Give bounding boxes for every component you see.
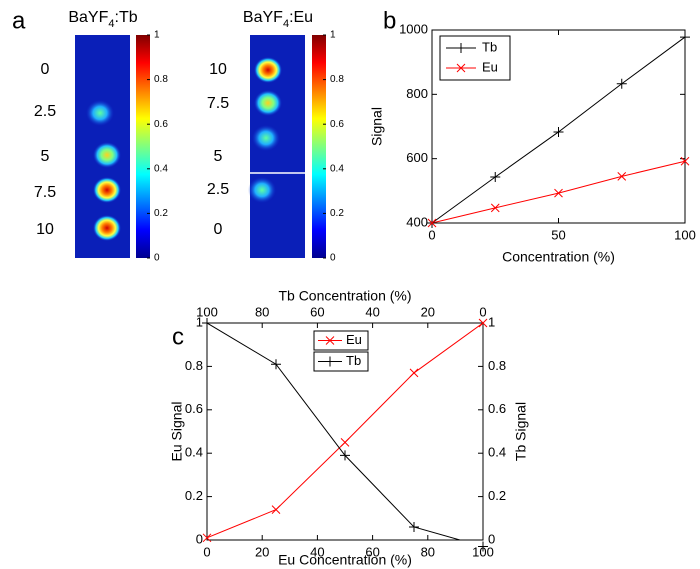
- legend-label: Tb: [346, 353, 361, 368]
- colorbar-tick-label: 0.6: [330, 119, 344, 130]
- spot: [248, 177, 276, 203]
- y-tick-label: 600: [406, 150, 428, 165]
- colorbar-tick-label: 0.8: [330, 74, 344, 85]
- y2-tick-label: 0.2: [488, 488, 506, 503]
- marker: [271, 359, 281, 369]
- y-tick-label: 400: [406, 214, 428, 229]
- legend-label: Tb: [482, 39, 497, 54]
- series-line: [432, 161, 685, 223]
- y-tick-label: 0.4: [185, 445, 203, 460]
- y2-tick-label: 0.4: [488, 445, 506, 460]
- colorbar: [312, 35, 326, 258]
- y2-tick-label: 0: [488, 531, 495, 546]
- colorbar-tick-label: 0.4: [154, 163, 168, 174]
- colorbar-tick-label: 0: [154, 253, 160, 264]
- image-title: BaYF4:Eu: [243, 9, 313, 30]
- row-label: 5: [41, 148, 50, 165]
- x-tick-label: 80: [421, 544, 435, 559]
- x-tick-label: 100: [674, 227, 696, 242]
- marker: [410, 369, 418, 377]
- y-tick-label: 0.6: [185, 401, 203, 416]
- colorbar-tick-label: 0.4: [330, 163, 344, 174]
- colorbar-tick-label: 1: [154, 30, 160, 41]
- x-tick-label: 0: [203, 544, 210, 559]
- x-tick-label: 0: [428, 227, 435, 242]
- colorbar-tick-label: 0.6: [154, 119, 168, 130]
- spot: [93, 142, 121, 168]
- row-label: 2.5: [207, 181, 229, 198]
- x2-tick-label: 60: [310, 304, 324, 319]
- x2-tick-label: 100: [196, 304, 218, 319]
- panel-label: b: [383, 7, 396, 34]
- colorbar: [136, 35, 150, 258]
- y2-tick-label: 0.6: [488, 401, 506, 416]
- panel-label: c: [172, 323, 184, 350]
- legend-label: Eu: [346, 332, 362, 347]
- colorbar-tick-label: 0.8: [154, 74, 168, 85]
- x2-axis-title: Tb Concentration (%): [278, 288, 411, 304]
- spot: [93, 215, 121, 241]
- legend-box: [440, 36, 510, 80]
- series-line: [207, 323, 483, 547]
- marker: [490, 172, 500, 182]
- spot: [252, 125, 280, 151]
- marker: [555, 189, 563, 197]
- legend-marker: [325, 357, 335, 367]
- plot-area: [432, 30, 685, 223]
- figure: aBaYF4:Tb02.557.51000.20.40.60.81BaYF4:E…: [0, 0, 700, 569]
- y-tick-label: 1000: [399, 21, 428, 36]
- y-axis-title: Eu Signal: [169, 402, 185, 462]
- y-axis-title: Signal: [369, 107, 385, 146]
- legend-marker: [456, 43, 466, 53]
- marker: [554, 127, 564, 137]
- row-label: 10: [209, 61, 227, 78]
- row-label: 5: [214, 148, 223, 165]
- row-label: 2.5: [34, 103, 56, 120]
- colorbar-tick-label: 0: [330, 253, 336, 264]
- x-tick-label: 50: [551, 227, 565, 242]
- y2-tick-label: 0.8: [488, 358, 506, 373]
- colorbar-tick-label: 1: [330, 30, 336, 41]
- spot: [86, 100, 114, 126]
- x2-tick-label: 80: [255, 304, 269, 319]
- series-line: [207, 323, 483, 538]
- y2-axis-title: Tb Signal: [513, 402, 529, 461]
- row-label: 7.5: [207, 95, 229, 112]
- marker: [491, 204, 499, 212]
- colorbar-tick-label: 0.2: [154, 208, 168, 219]
- image-title: BaYF4:Tb: [68, 9, 137, 30]
- x-axis-title: Eu Concentration (%): [278, 552, 412, 568]
- x2-tick-label: 40: [365, 304, 379, 319]
- panel-label: a: [12, 7, 26, 34]
- row-label: 0: [41, 61, 50, 78]
- spot: [254, 57, 282, 83]
- marker: [680, 32, 690, 42]
- x2-tick-label: 20: [421, 304, 435, 319]
- y-tick-label: 0.2: [185, 488, 203, 503]
- marker: [341, 438, 349, 446]
- y-tick-label: 0: [196, 531, 203, 546]
- x-axis-title: Concentration (%): [502, 249, 615, 265]
- row-label: 0: [214, 221, 223, 238]
- legend-label: Eu: [482, 59, 498, 74]
- x2-tick-label: 0: [479, 304, 486, 319]
- y2-tick-label: 1: [488, 314, 495, 329]
- row-label: 7.5: [34, 184, 56, 201]
- colorbar-tick-label: 0.2: [330, 208, 344, 219]
- marker: [617, 79, 627, 89]
- x-tick-label: 20: [255, 544, 269, 559]
- plot-area: [207, 323, 483, 540]
- marker: [272, 506, 280, 514]
- marker: [618, 172, 626, 180]
- spot: [93, 177, 121, 203]
- spot: [254, 90, 282, 116]
- y-tick-label: 800: [406, 86, 428, 101]
- row-label: 10: [36, 221, 54, 238]
- marker: [202, 318, 212, 328]
- y-tick-label: 0.8: [185, 358, 203, 373]
- series-group: [207, 323, 483, 547]
